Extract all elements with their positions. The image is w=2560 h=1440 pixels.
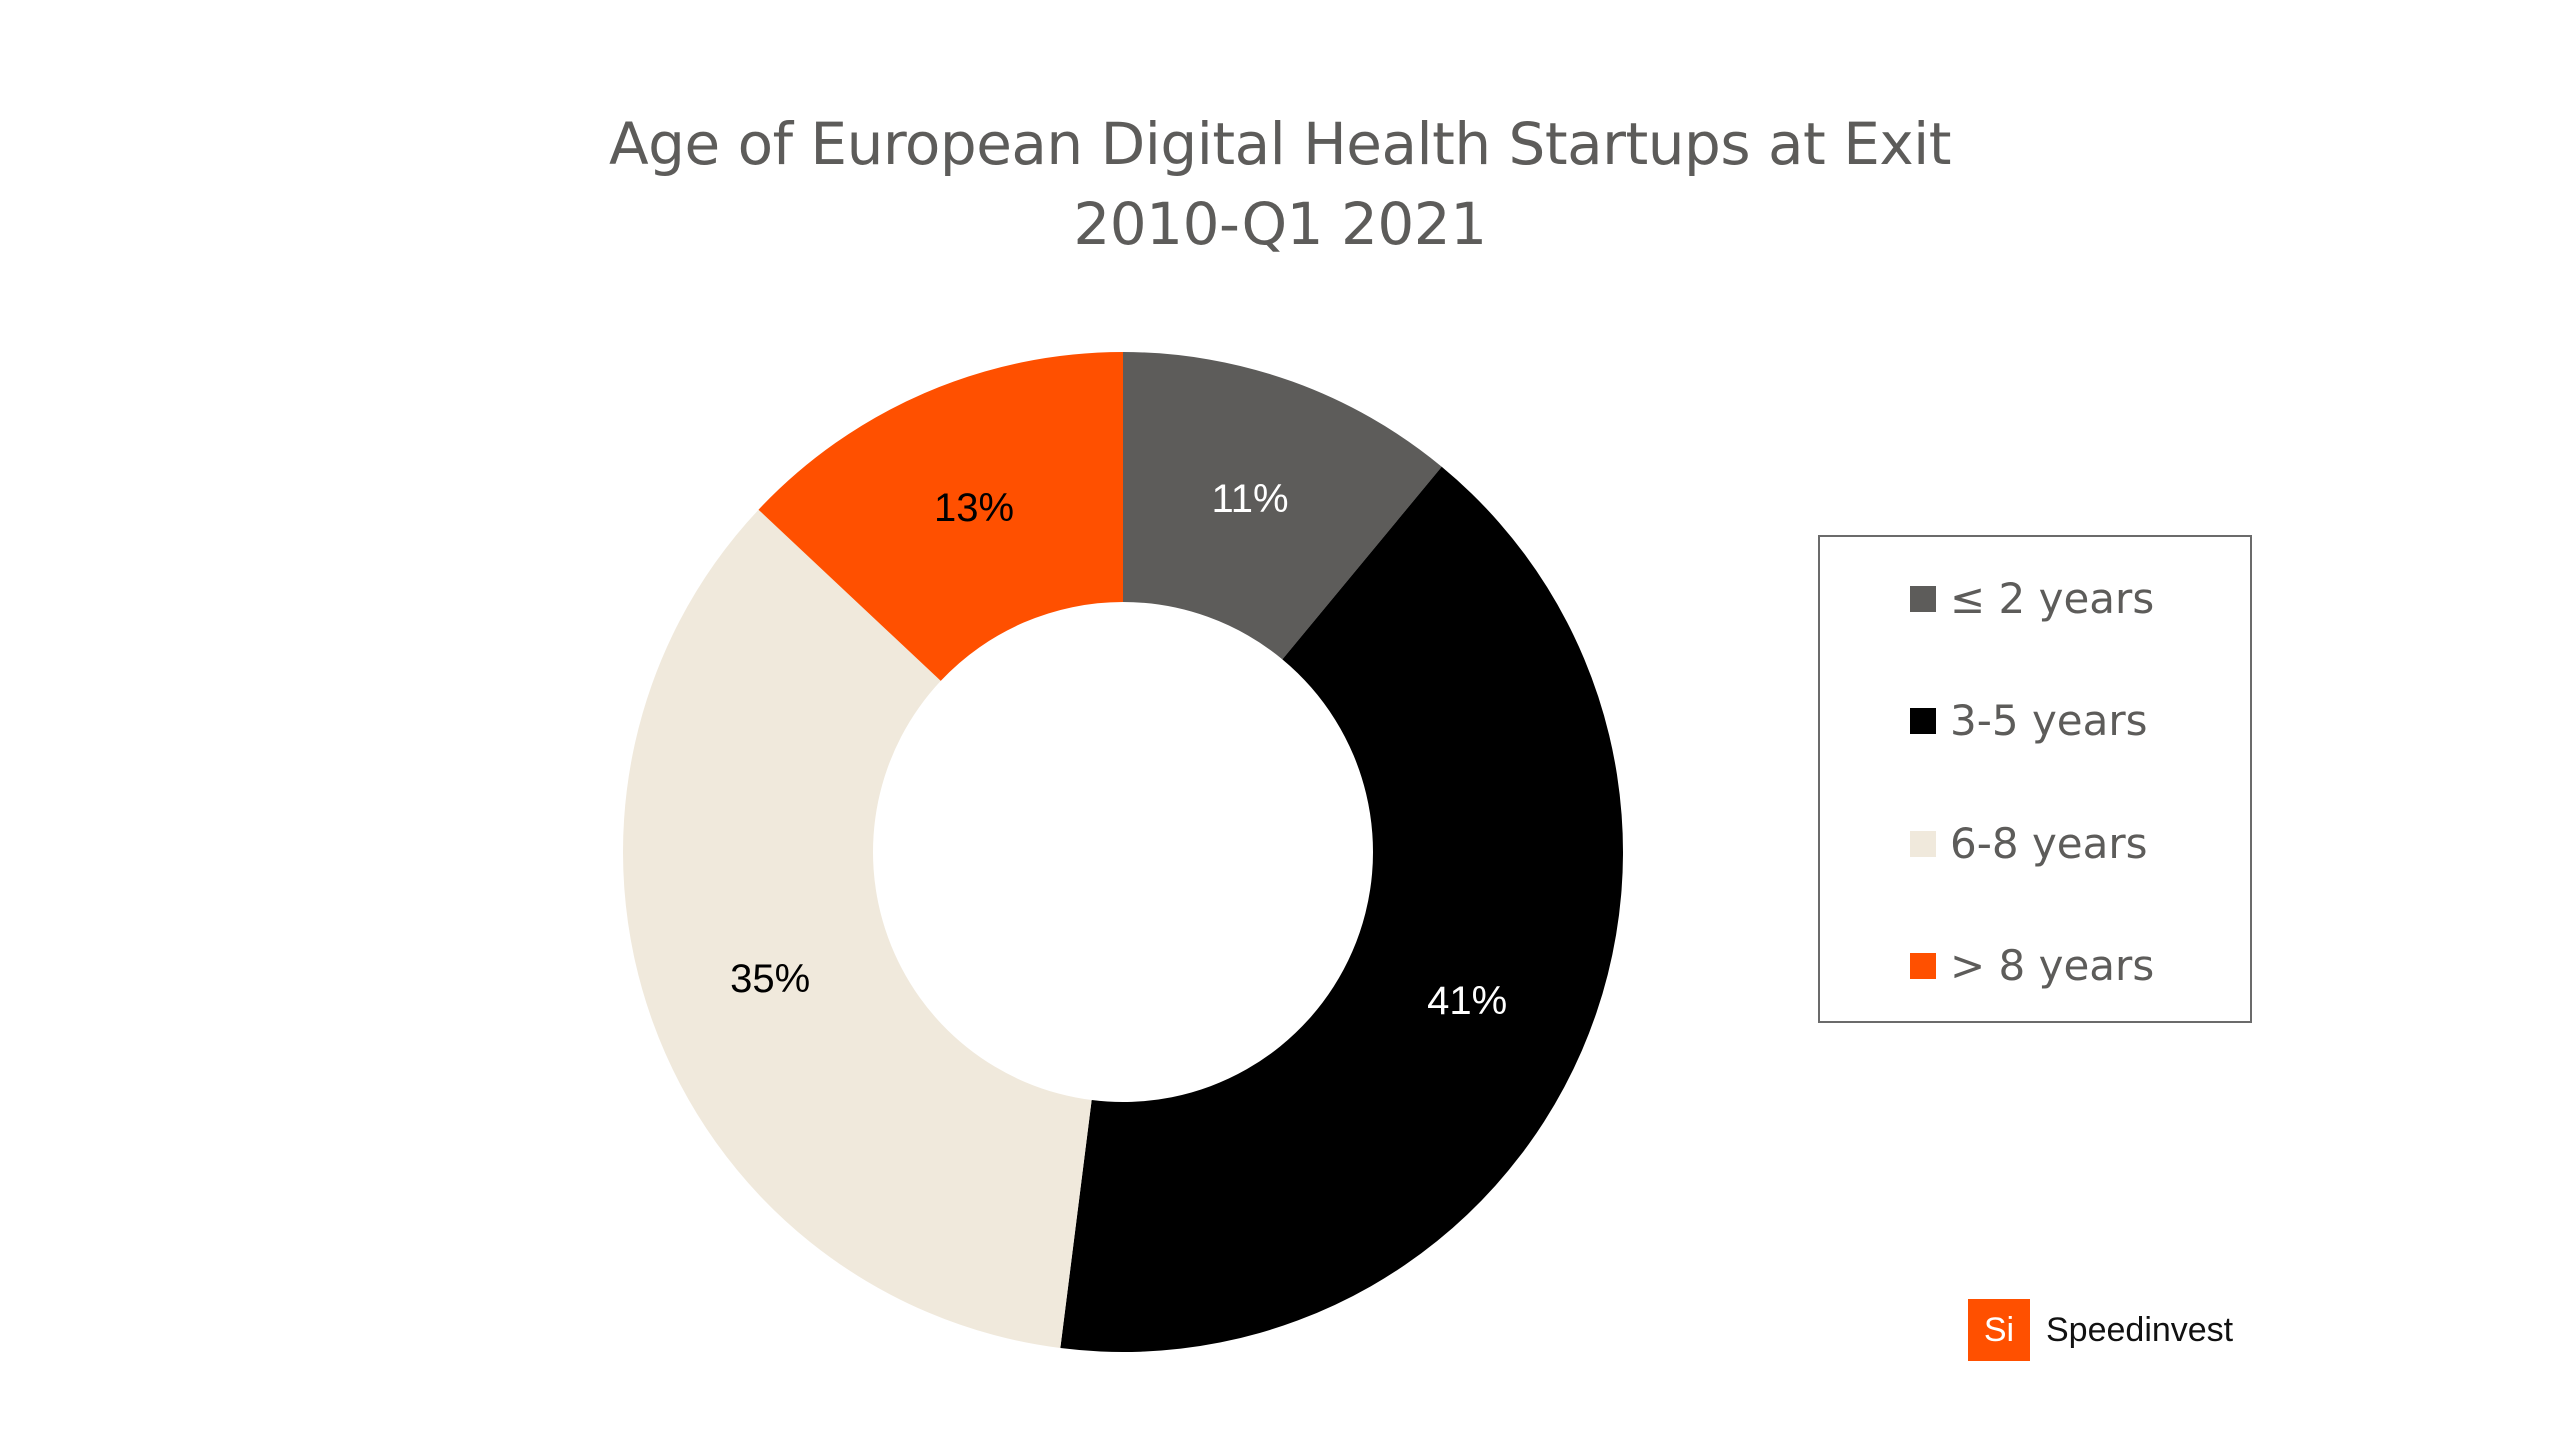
legend-swatch [1910, 953, 1936, 979]
legend-label: ≤ 2 years [1950, 574, 2155, 623]
legend-label: > 8 years [1950, 941, 2155, 990]
data-label: 41% [1427, 979, 1507, 1023]
legend-swatch [1910, 708, 1936, 734]
legend-swatch [1910, 831, 1936, 857]
legend-label: 6-8 years [1950, 819, 2148, 868]
slice-2-or-less-years [1123, 352, 1442, 660]
logo-mark: Si [1968, 1299, 2030, 1361]
legend-label: 3-5 years [1950, 696, 2148, 745]
legend-swatch [1910, 586, 1936, 612]
legend-item: ≤ 2 years [1910, 574, 2154, 624]
speedinvest-logo: Si Speedinvest [1968, 1299, 2233, 1361]
legend-item: > 8 years [1910, 941, 2154, 991]
data-label: 11% [1211, 477, 1288, 521]
logo-wordmark: Speedinvest [2046, 1310, 2234, 1349]
chart-subtitle: 2010-Q1 2021 [1073, 190, 1487, 258]
data-label: 35% [730, 957, 810, 1001]
legend-item: 3-5 years [1910, 696, 2148, 746]
legend-item: 6-8 years [1910, 819, 2148, 869]
chart-legend: ≤ 2 years 3-5 years 6-8 years > 8 years [1818, 535, 2252, 1023]
slice-3-5-years [1060, 466, 1624, 1352]
slice-over-8-years [758, 352, 1123, 681]
data-label: 13% [934, 486, 1014, 530]
slice-6-8-years [623, 509, 1092, 1349]
chart-title: Age of European Digital Health Startups … [608, 110, 1952, 178]
